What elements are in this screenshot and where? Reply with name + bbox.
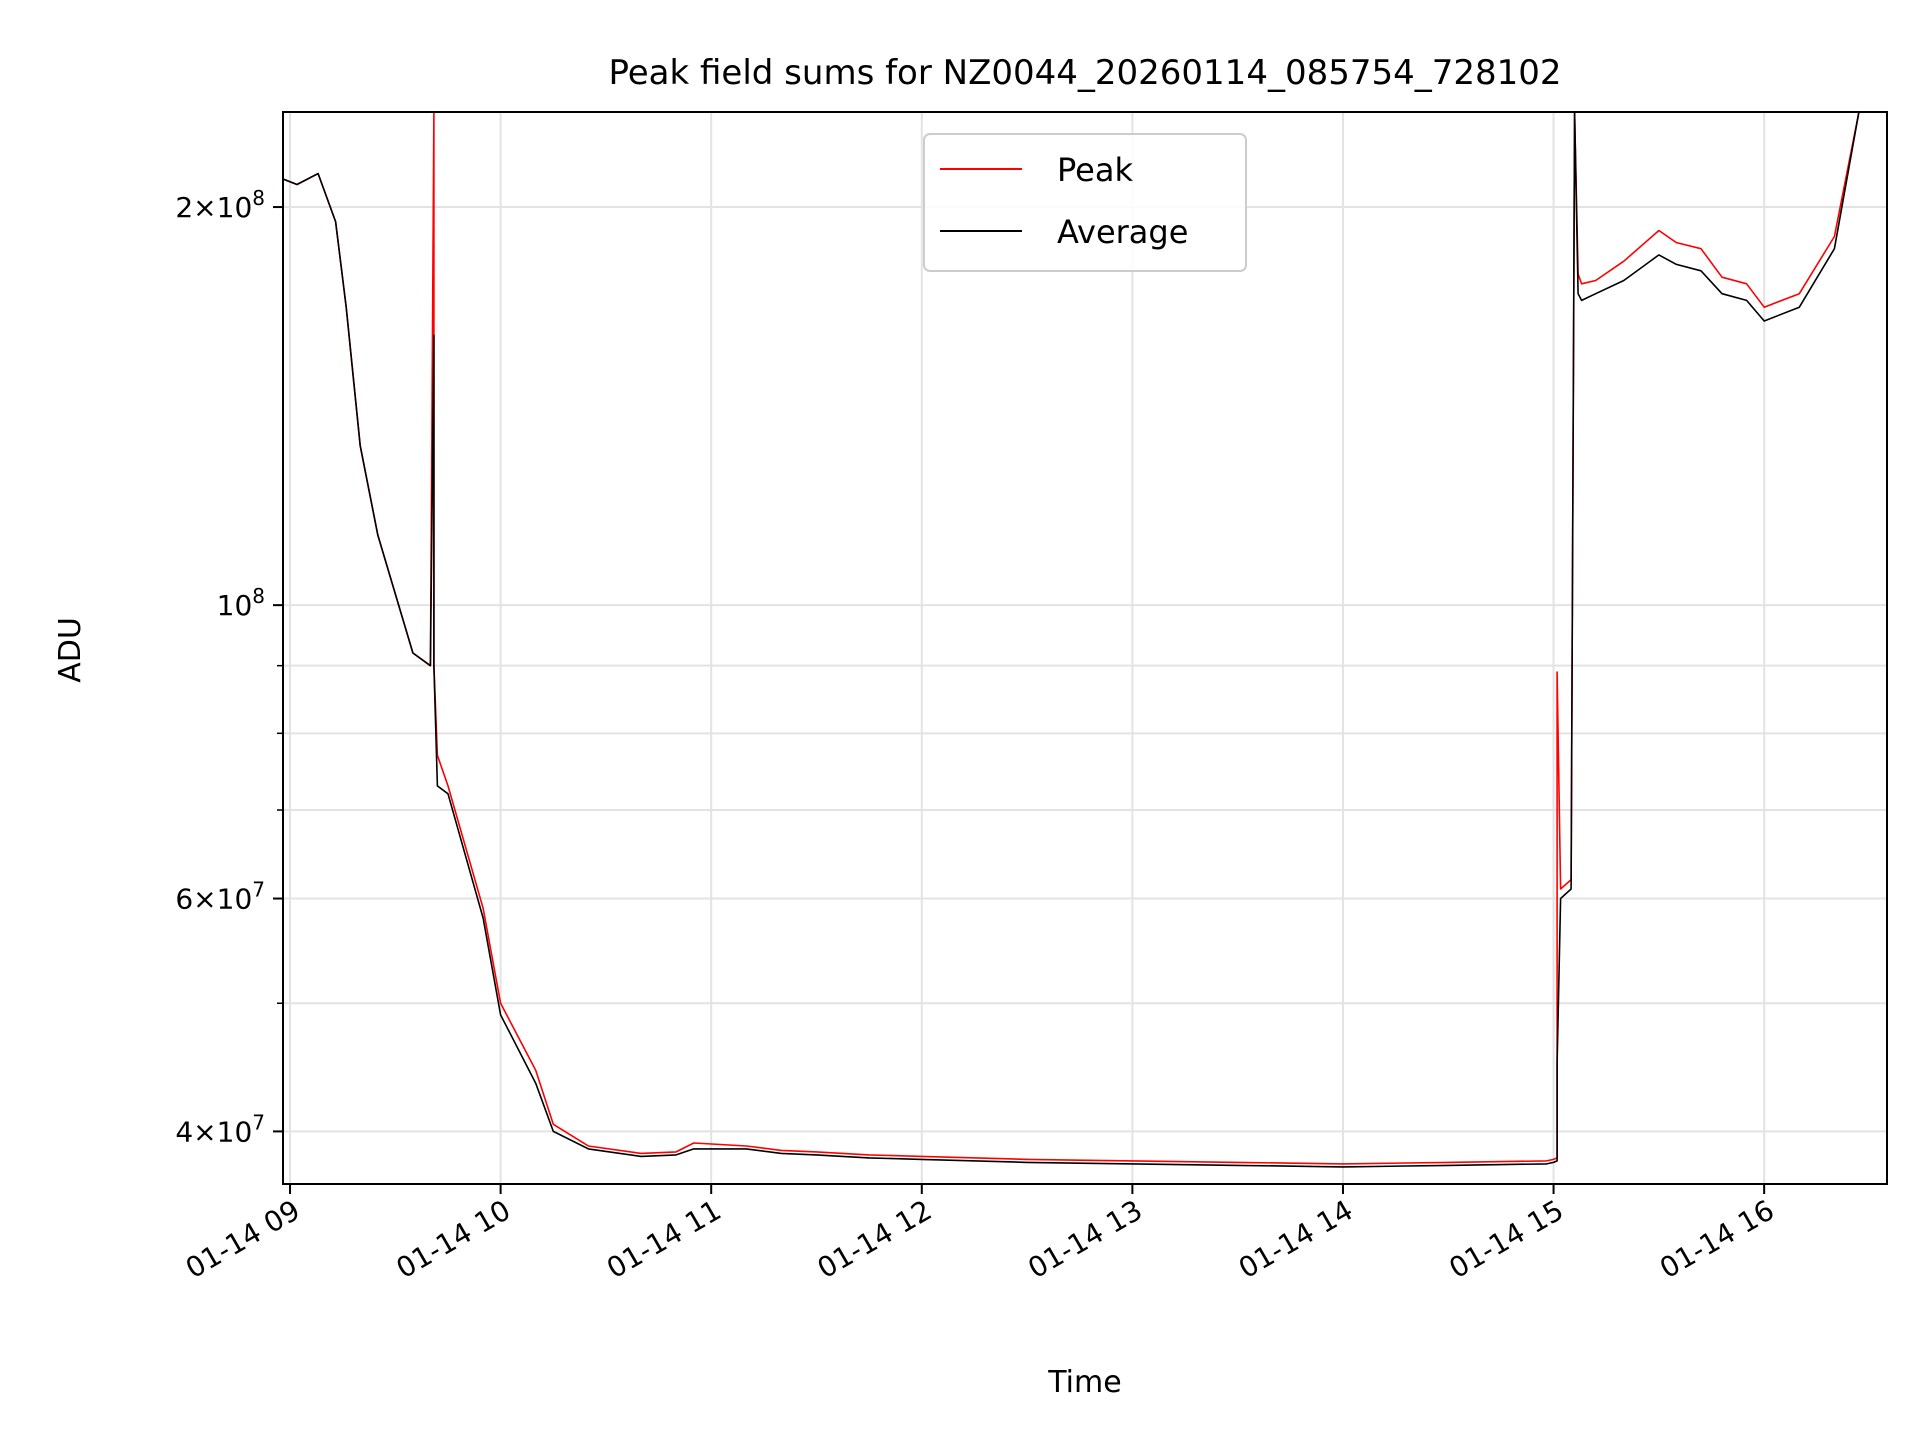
y-tick-label: 6×107 — [175, 878, 265, 916]
legend: Peak Average — [923, 133, 1247, 272]
y-tick-label: 2×108 — [175, 186, 265, 224]
legend-average-label: Average — [1057, 213, 1188, 251]
x-tick-label: 01-14 13 — [1022, 1193, 1148, 1285]
y-tick-label: 4×107 — [175, 1110, 265, 1148]
grid-layer — [283, 112, 1887, 1184]
series-line-average — [283, 112, 1860, 1168]
x-tick-label: 01-14 09 — [180, 1193, 306, 1285]
y-axis-label: ADU — [53, 617, 88, 683]
plot-frame — [282, 111, 1888, 1185]
y-tick-label: 108 — [217, 584, 265, 622]
x-tick-label: 01-14 14 — [1233, 1193, 1359, 1285]
x-tick-label: 01-14 16 — [1654, 1193, 1780, 1285]
x-tick-label: 01-14 10 — [391, 1193, 517, 1285]
tick-layer: 01-14 09 01-14 10 01-14 11 01-14 12 01-14 13… — [175, 186, 1779, 1285]
chart-title: Peak field sums for NZ0044_20260114_0857… — [608, 53, 1561, 93]
x-tick-label: 01-14 11 — [601, 1193, 727, 1285]
x-axis-label: Time — [1047, 1365, 1121, 1400]
series-layer — [283, 112, 1860, 1168]
x-tick-label: 01-14 12 — [812, 1193, 938, 1285]
x-tick-label: 01-14 15 — [1444, 1193, 1570, 1285]
legend-peak-label: Peak — [1057, 151, 1133, 189]
